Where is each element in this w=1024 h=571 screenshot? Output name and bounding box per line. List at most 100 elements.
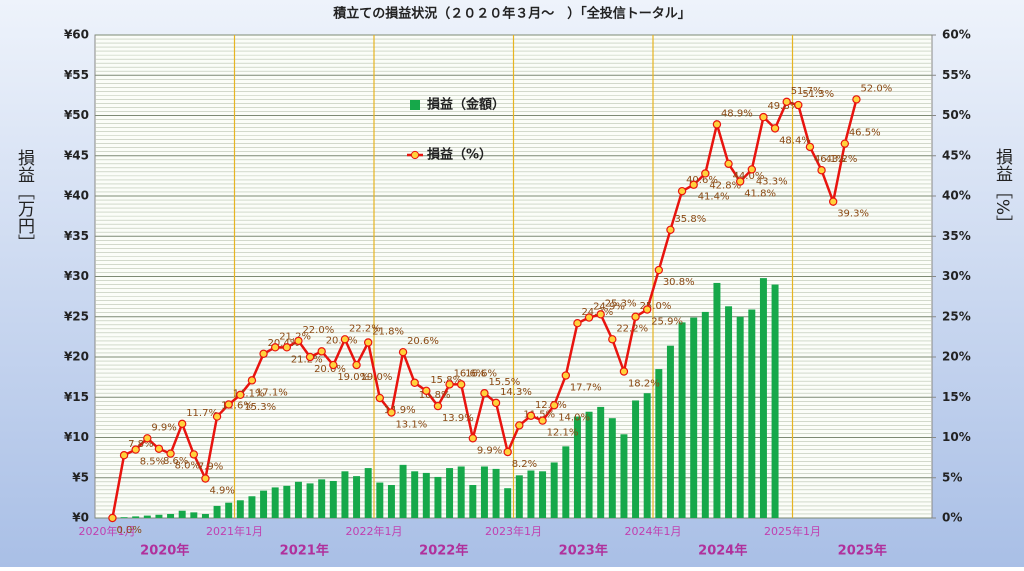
data-label: 11.7%: [186, 408, 218, 419]
bar: [713, 282, 721, 518]
marker: [410, 378, 419, 387]
data-label: 13.9%: [442, 413, 474, 424]
marker: [735, 177, 745, 186]
data-label: 35.8%: [674, 214, 706, 225]
marker: [433, 401, 443, 411]
y2-tick-label: 60%: [942, 28, 971, 42]
marker: [131, 445, 140, 454]
y-tick-label: ¥50: [64, 108, 89, 122]
data-label: 15.8%: [430, 375, 462, 386]
marker: [573, 318, 582, 328]
bar: [550, 462, 558, 518]
data-label: 7.9%: [198, 461, 223, 472]
bar: [155, 514, 163, 518]
data-label: 9.9%: [477, 445, 502, 456]
marker: [398, 347, 408, 357]
bar: [759, 278, 767, 518]
bar: [248, 496, 256, 518]
data-label: 21.2%: [291, 354, 323, 365]
marker: [108, 513, 117, 523]
marker: [445, 380, 454, 389]
data-label: 44.0%: [733, 171, 765, 182]
bar: [353, 476, 361, 518]
marker: [143, 434, 152, 443]
bar: [655, 369, 663, 518]
bar: [725, 306, 733, 518]
bar: [457, 466, 465, 518]
marker: [236, 390, 245, 400]
data-label: 43.2%: [826, 154, 858, 165]
data-label: 17.1%: [256, 387, 288, 398]
data-label: 16.6%: [454, 368, 486, 379]
marker: [596, 310, 605, 319]
year-label: 2023年: [559, 543, 608, 559]
marker: [422, 386, 431, 396]
bar: [434, 476, 442, 518]
marker: [177, 419, 187, 429]
bar: [341, 471, 349, 518]
bar: [562, 446, 570, 518]
data-label: 12.6%: [221, 401, 253, 412]
data-label: 8.2%: [512, 459, 537, 470]
marker: [212, 412, 222, 421]
year-label: 2024年: [698, 543, 747, 559]
data-label: 46.5%: [849, 128, 881, 139]
data-label: 41.4%: [698, 192, 730, 203]
data-label: 22.2%: [349, 323, 381, 334]
year-label: 2020年: [140, 543, 189, 559]
x-tick-label: 2023年1月: [485, 524, 542, 538]
y2-tick-label: 45%: [942, 148, 971, 162]
data-label: 14.3%: [500, 387, 532, 398]
bar: [411, 471, 419, 518]
data-label: 18.2%: [628, 378, 660, 389]
data-label: 19.0%: [337, 372, 369, 383]
y-tick-label: ¥10: [64, 430, 89, 444]
y2-tick-label: 20%: [942, 350, 971, 364]
bar: [678, 322, 686, 518]
data-label: 8.0%: [175, 461, 200, 472]
y-tick-label: ¥40: [64, 189, 89, 203]
legend-label: 損益（%）: [427, 147, 492, 163]
bar: [294, 481, 302, 518]
x-tick-label: 2022年1月: [346, 524, 403, 538]
marker: [794, 100, 803, 110]
marker: [468, 434, 478, 443]
data-label: 51.7%: [791, 86, 823, 97]
data-label: 25.9%: [651, 317, 683, 328]
bar: [492, 468, 500, 518]
chart-title: 積立ての損益状況（２０２０年３月～ ）「全投信トータル」: [332, 6, 691, 22]
marker: [317, 347, 326, 356]
data-label: 8.5%: [140, 457, 165, 468]
bar: [446, 468, 454, 518]
data-label: 7.8%: [128, 439, 153, 450]
data-label: 8.6%: [163, 456, 188, 467]
marker: [724, 159, 733, 168]
marker: [631, 312, 640, 321]
marker: [363, 338, 373, 347]
marker: [712, 120, 722, 129]
bar: [236, 500, 244, 518]
marker: [828, 197, 838, 206]
marker: [677, 186, 687, 196]
marker: [166, 449, 175, 458]
bar: [271, 487, 279, 518]
marker: [549, 401, 559, 410]
marker: [515, 421, 524, 430]
data-label: 13.1%: [395, 420, 427, 431]
y-tick-label: ¥30: [64, 269, 89, 283]
y-tick-label: ¥55: [64, 68, 89, 82]
marker: [259, 349, 268, 358]
marker: [480, 389, 489, 398]
bar: [480, 466, 488, 518]
data-label: 14.1%: [233, 388, 265, 399]
marker: [352, 360, 361, 370]
bar: [748, 309, 756, 518]
bar: [632, 400, 640, 518]
y-tick-label: ¥5: [72, 470, 89, 484]
data-label: 24.9%: [593, 302, 625, 313]
data-label: 21.8%: [372, 327, 404, 338]
data-label: 41.8%: [744, 189, 776, 200]
bar: [399, 464, 407, 518]
bar: [585, 411, 593, 518]
